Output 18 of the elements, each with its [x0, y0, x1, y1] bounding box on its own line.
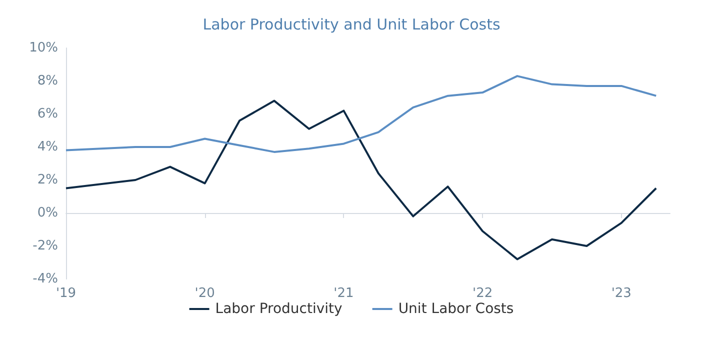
x-tick-label: '20 [194, 286, 215, 301]
y-tick-label: -4% [32, 272, 58, 286]
legend-label: Unit Labor Costs [398, 301, 514, 317]
x-tick-label: '21 [334, 286, 354, 301]
y-tick-label: 4% [37, 140, 58, 154]
y-tick-label: -2% [32, 238, 58, 254]
y-tick-label: 8% [37, 74, 58, 88]
x-tick-label: '23 [611, 286, 632, 301]
y-tick-label: 6% [37, 106, 58, 122]
line-series [65, 75, 658, 153]
x-tick-label: '19 [56, 286, 76, 301]
y-tick-label: 0% [37, 206, 58, 220]
y-tick-label: 10% [29, 40, 58, 56]
line-series [65, 100, 658, 260]
chart-title: Labor Productivity and Unit Labor Costs [202, 16, 500, 34]
y-tick-label: 2% [37, 172, 58, 188]
x-tick-label: '22 [472, 286, 493, 301]
legend-label: Labor Productivity [215, 301, 342, 317]
